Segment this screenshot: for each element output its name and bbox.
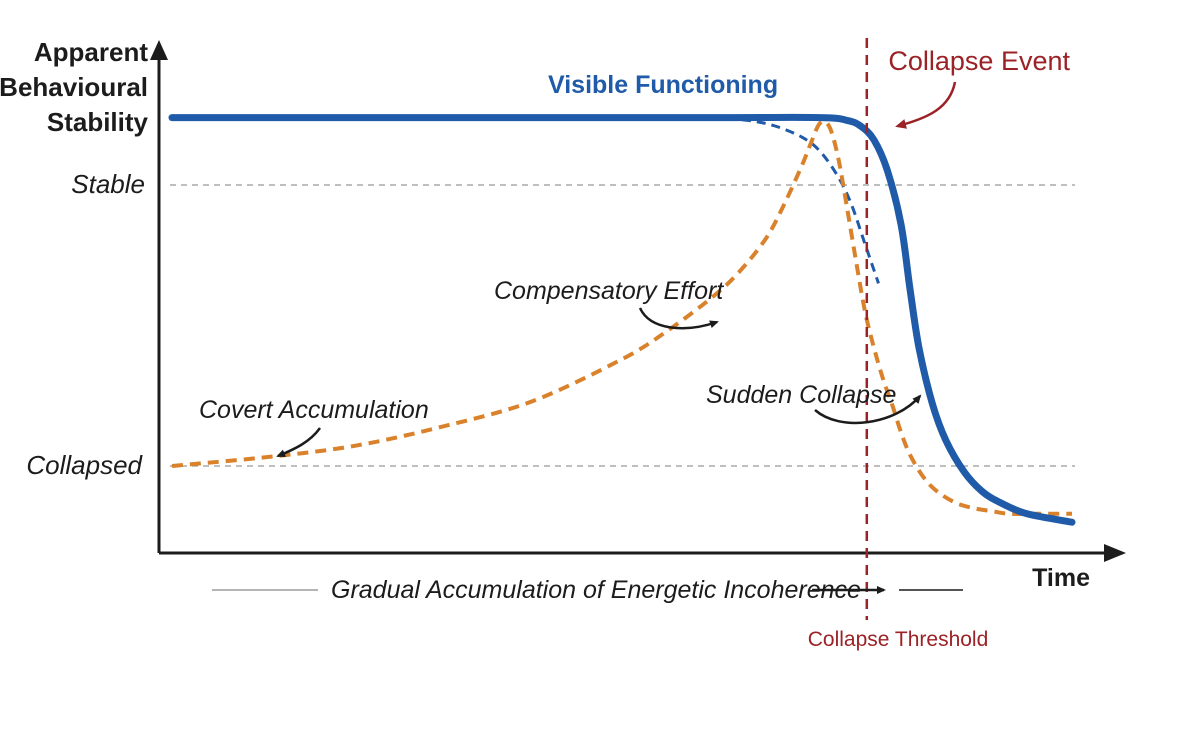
x-axis-title: Time (1032, 564, 1090, 592)
collapse-event-arrow (895, 81, 957, 129)
collapse-threshold-label: Collapse Threshold (808, 628, 989, 651)
collapse-event-label: Collapse Event (888, 46, 1070, 76)
axes (150, 40, 1126, 562)
y-axis-title-line-2: Behavioural (0, 72, 148, 102)
series-compensatory-effort (171, 119, 1072, 516)
sudden-collapse-label: Sudden Collapse (706, 381, 896, 409)
gridlines (170, 184, 1075, 467)
visible-functioning-label: Visible Functioning (548, 71, 778, 99)
series-visible-functioning (168, 113, 1076, 526)
compensatory-effort-arrow (638, 307, 719, 330)
sudden-collapse-arrow (814, 394, 922, 425)
y-axis-title-line-3: Stability (47, 107, 149, 137)
y-axis-title-line-1: Apparent (34, 37, 148, 67)
y-axis-title: Apparent Behavioural Stability (0, 37, 149, 137)
x-axis-arrowhead (1104, 544, 1126, 562)
covert-accumulation-arrow (276, 427, 322, 458)
covert-accumulation-label: Covert Accumulation (199, 396, 429, 424)
compensatory-effort-label: Compensatory Effort (494, 277, 724, 305)
series-expected-decline (711, 116, 880, 284)
y-tick-label-stable: Stable (71, 169, 145, 199)
y-tick-label-collapsed: Collapsed (26, 450, 143, 480)
y-axis-arrowhead (150, 40, 168, 60)
gradual-accumulation-label: Gradual Accumulation of Energetic Incohe… (331, 576, 861, 604)
